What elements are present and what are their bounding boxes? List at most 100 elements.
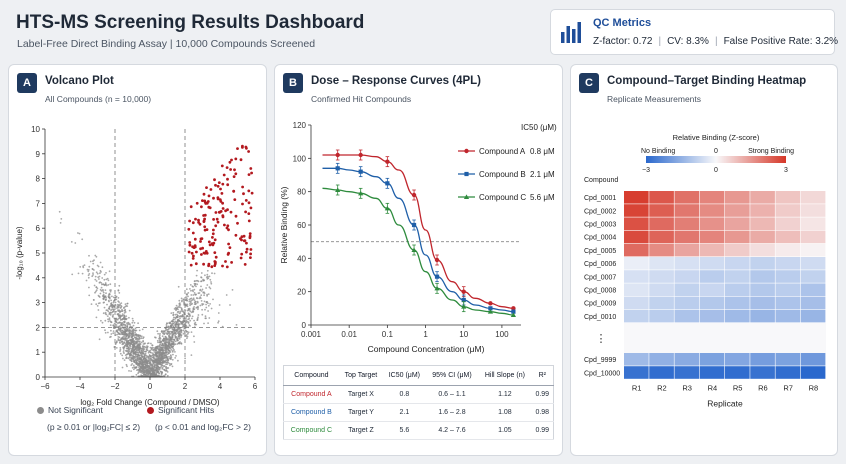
volcano-point-ns — [131, 329, 134, 332]
heatmap-cell — [649, 191, 674, 204]
volcano-point-sig — [233, 168, 236, 172]
volcano-point-ns — [192, 294, 195, 296]
volcano-point-ns — [174, 317, 177, 320]
volcano-point-sig — [224, 260, 227, 263]
volcano-point-ns — [110, 321, 113, 324]
volcano-point-ns — [109, 290, 112, 293]
volcano-point-sig — [211, 236, 214, 239]
volcano-point-ns — [104, 331, 107, 334]
volcano-point-ns — [130, 339, 132, 341]
volcano-point-sig — [229, 210, 233, 214]
volcano-point-ns — [150, 369, 152, 372]
volcano-point-ns — [115, 347, 118, 349]
legend-significant: Significant Hits — [147, 405, 214, 415]
heatmap-cell — [750, 204, 775, 217]
volcano-point-sig — [242, 192, 245, 196]
volcano-point-ns — [145, 356, 148, 359]
volcano-point-ns — [125, 339, 127, 342]
volcano-point-ns — [204, 315, 207, 318]
volcano-point-ns — [148, 370, 150, 373]
volcano-point-ns — [188, 300, 191, 303]
volcano-point-ns — [93, 299, 95, 301]
volcano-point-ns — [155, 355, 158, 358]
volcano-point-ns — [199, 289, 202, 292]
volcano-point-ns — [190, 354, 193, 356]
colorbar-low-label: No Binding — [641, 148, 675, 155]
volcano-point-sig — [228, 160, 232, 164]
heatmap-cell — [775, 366, 801, 379]
volcano-point-ns — [185, 296, 188, 298]
x-tick-label: 100 — [495, 330, 509, 339]
table-row: Compound B Target Y 2.1 1.6 – 2.8 1.08 0.98 — [283, 403, 554, 422]
volcano-point-sig — [240, 235, 244, 239]
volcano-point-ns — [135, 338, 138, 341]
volcano-point-ns — [164, 373, 167, 375]
volcano-point-ns — [101, 266, 104, 269]
dose-response-subtitle: Confirmed Hit Compounds — [311, 94, 412, 104]
heatmap-cell — [649, 230, 674, 244]
volcano-point-ns — [142, 345, 144, 347]
volcano-point-sig — [249, 252, 253, 256]
volcano-point-ns — [181, 300, 183, 303]
volcano-point-ns — [121, 366, 124, 369]
volcano-point-sig — [227, 251, 231, 255]
x-tick-label: 10 — [459, 330, 468, 339]
table-header-cell: IC50 (μM) — [383, 365, 426, 386]
colorbar-mid-label: 0 — [714, 148, 718, 155]
volcano-point-ns — [164, 344, 167, 346]
volcano-point-ns — [130, 327, 133, 330]
volcano-point-ns — [156, 352, 159, 354]
volcano-point-ns — [125, 329, 128, 332]
volcano-point-ns — [167, 367, 170, 369]
volcano-point-ns — [164, 336, 167, 338]
volcano-point-ns — [194, 283, 197, 286]
volcano-point-ns — [187, 332, 189, 335]
volcano-point-ns — [159, 351, 161, 354]
volcano-point-ns — [160, 365, 163, 368]
heatmap-cell — [649, 243, 674, 257]
qc-metrics-card: QC Metrics Z-factor: 0.72 | CV: 8.3% | False… — [550, 9, 839, 55]
y-tick-label: 100 — [293, 154, 307, 163]
volcano-point-ns — [112, 316, 114, 318]
volcano-point-ns — [98, 281, 101, 284]
volcano-point-ns — [150, 363, 153, 366]
volcano-point-ns — [173, 328, 176, 331]
heatmap-cell — [725, 257, 750, 270]
x-tick-label: 0 — [148, 382, 153, 391]
legend-not-significant: Not Significant — [37, 405, 103, 415]
volcano-point-ns — [99, 269, 102, 272]
volcano-point-ns — [99, 292, 102, 295]
table-header-cell: R² — [531, 365, 554, 386]
heatmap-cell — [775, 217, 801, 230]
volcano-point-ns — [143, 353, 146, 355]
qc-metric-values: Z-factor: 0.72 | CV: 8.3% | False Positive R… — [593, 36, 839, 47]
volcano-point-ns — [121, 337, 124, 340]
heatmap-cell — [699, 296, 725, 310]
volcano-point-ns — [185, 299, 188, 302]
volcano-point-ns — [124, 318, 127, 320]
volcano-point-sig — [225, 265, 229, 269]
dose-response-title: Dose – Response Curves (4PL) — [311, 75, 482, 87]
heatmap-cell — [624, 309, 649, 323]
volcano-point-ns — [109, 312, 111, 315]
volcano-point-ns — [77, 232, 79, 234]
volcano-point-ns — [119, 350, 121, 352]
volcano-point-ns — [187, 331, 190, 334]
volcano-point-ns — [142, 351, 145, 354]
volcano-point-ns — [217, 321, 220, 324]
volcano-point-ns — [190, 294, 193, 296]
heatmap-cell — [624, 296, 649, 310]
table-header-cell: 95% CI (μM) — [425, 365, 479, 386]
volcano-point-ns — [105, 313, 108, 316]
volcano-point-ns — [157, 366, 160, 369]
heatmap-cell — [725, 270, 750, 283]
volcano-point-sig — [226, 224, 230, 228]
volcano-point-sig — [191, 221, 195, 225]
volcano-point-ns — [157, 358, 160, 360]
qc-title: QC Metrics — [593, 17, 652, 29]
volcano-point-ns — [159, 354, 162, 356]
volcano-point-ns — [138, 369, 141, 371]
y-axis-label: Relative Binding (%) — [279, 186, 289, 263]
volcano-point-ns — [180, 336, 182, 338]
bar-chart-icon — [561, 22, 581, 43]
